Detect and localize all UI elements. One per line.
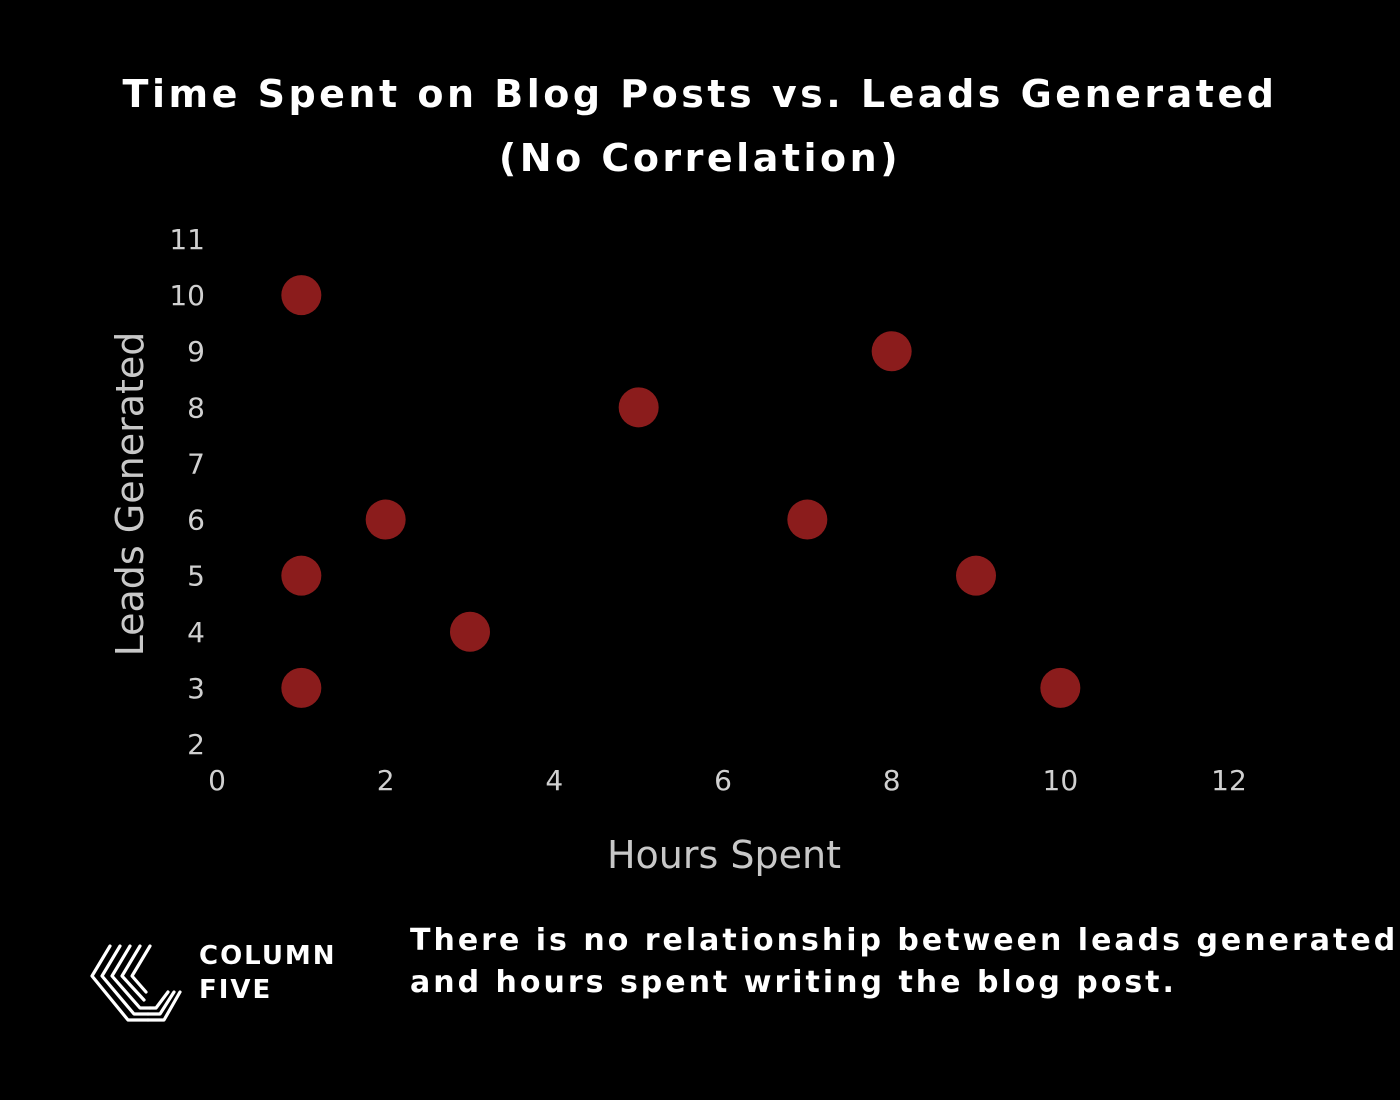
y-tick-label: 8: [187, 391, 205, 424]
x-tick-label: 8: [883, 764, 901, 797]
data-point: [281, 275, 322, 316]
x-tick-label: 10: [1043, 764, 1079, 797]
caption-line-2: and hours spent writing the blog post.: [410, 965, 1177, 1000]
caption-line-1: There is no relationship between leads g…: [410, 923, 1399, 958]
chart-title-line-2: (No Correlation): [498, 136, 902, 180]
chart-title-line-1: Time Spent on Blog Posts vs. Leads Gener…: [122, 72, 1278, 116]
data-point: [281, 667, 322, 708]
data-point: [956, 555, 996, 596]
y-tick-label: 10: [169, 279, 205, 312]
x-tick-label: 4: [545, 764, 563, 797]
data-point: [618, 387, 659, 428]
y-tick-label: 5: [187, 560, 205, 593]
y-tick-label: 9: [187, 335, 205, 368]
x-tick-label: 6: [714, 764, 732, 797]
data-point: [787, 499, 828, 540]
y-axis-title: Leads Generated: [108, 332, 152, 657]
data-point: [281, 555, 322, 596]
x-tick-label: 12: [1211, 764, 1247, 797]
logo-word-column: COLUMN: [199, 941, 337, 971]
column-five-logo: COLUMN FIVE: [88, 940, 348, 1030]
x-axis-title: Hours Spent: [607, 833, 841, 877]
y-axis-ticks: 2 3 4 5 6 7 8 9 10 11: [169, 223, 205, 761]
y-tick-label: 3: [187, 672, 205, 705]
data-points: [281, 275, 1081, 708]
logo-word-five: FIVE: [199, 975, 273, 1005]
y-tick-label: 4: [187, 616, 205, 649]
y-tick-label: 6: [187, 504, 205, 537]
data-point: [871, 331, 912, 372]
data-point: [1040, 667, 1081, 708]
data-point: [450, 611, 490, 652]
y-tick-label: 2: [187, 728, 205, 761]
chart-caption: There is no relationship between leads g…: [410, 920, 1399, 1004]
y-tick-label: 11: [169, 223, 205, 256]
x-tick-label: 0: [208, 764, 226, 797]
data-point: [365, 499, 406, 540]
x-tick-label: 2: [377, 764, 395, 797]
x-axis-ticks: 0 2 4 6 8 10 12: [208, 764, 1247, 797]
y-tick-label: 7: [187, 447, 205, 480]
chart-title: Time Spent on Blog Posts vs. Leads Gener…: [0, 62, 1400, 190]
column-five-logo-icon: [90, 944, 182, 1022]
